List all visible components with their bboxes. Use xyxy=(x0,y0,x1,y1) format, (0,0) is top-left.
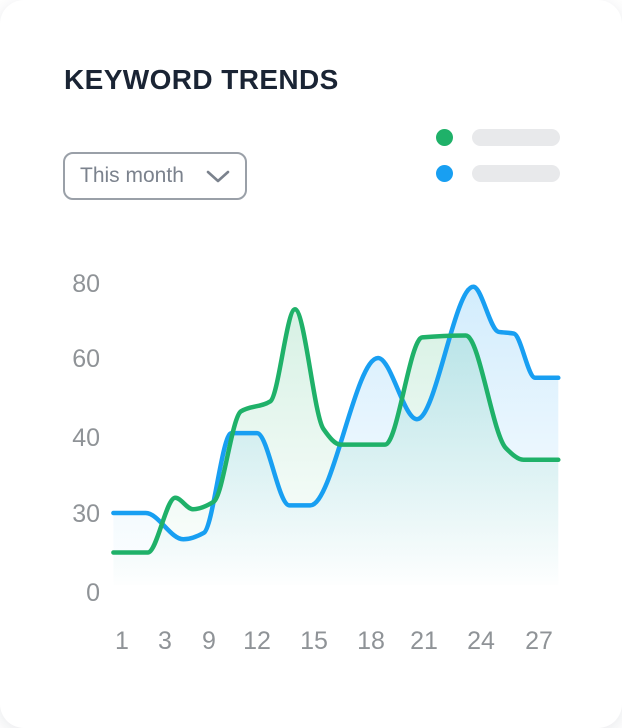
x-tick-label: 21 xyxy=(410,627,438,655)
period-dropdown-label: This month xyxy=(80,164,184,187)
series-area-series_2 xyxy=(113,286,559,585)
y-tick-label: 60 xyxy=(72,345,100,373)
x-tick-label: 12 xyxy=(243,627,271,655)
x-tick-label: 9 xyxy=(202,627,216,655)
x-tick-label: 27 xyxy=(525,627,553,655)
legend-label-placeholder xyxy=(472,129,560,146)
x-tick-label: 15 xyxy=(300,627,328,655)
x-tick-label: 3 xyxy=(158,627,172,655)
y-tick-label: 40 xyxy=(72,424,100,452)
chart-legend xyxy=(436,129,560,182)
page-title: KEYWORD TRENDS xyxy=(64,64,339,95)
legend-dot-green xyxy=(436,129,453,146)
legend-dot-blue xyxy=(436,165,453,182)
x-tick-label: 24 xyxy=(467,627,495,655)
y-tick-label: 80 xyxy=(72,270,100,298)
x-tick-label: 18 xyxy=(357,627,385,655)
series-line-series_2 xyxy=(111,284,561,542)
x-tick-label: 1 xyxy=(115,627,129,655)
series-line-series_1 xyxy=(111,307,561,555)
y-tick-label: 0 xyxy=(86,579,100,607)
legend-item-1 xyxy=(436,129,560,146)
chevron-down-icon xyxy=(206,170,230,182)
period-dropdown[interactable]: This month xyxy=(63,152,247,200)
legend-item-2 xyxy=(436,165,560,182)
legend-label-placeholder xyxy=(472,165,560,182)
y-tick-label: 30 xyxy=(72,500,100,528)
